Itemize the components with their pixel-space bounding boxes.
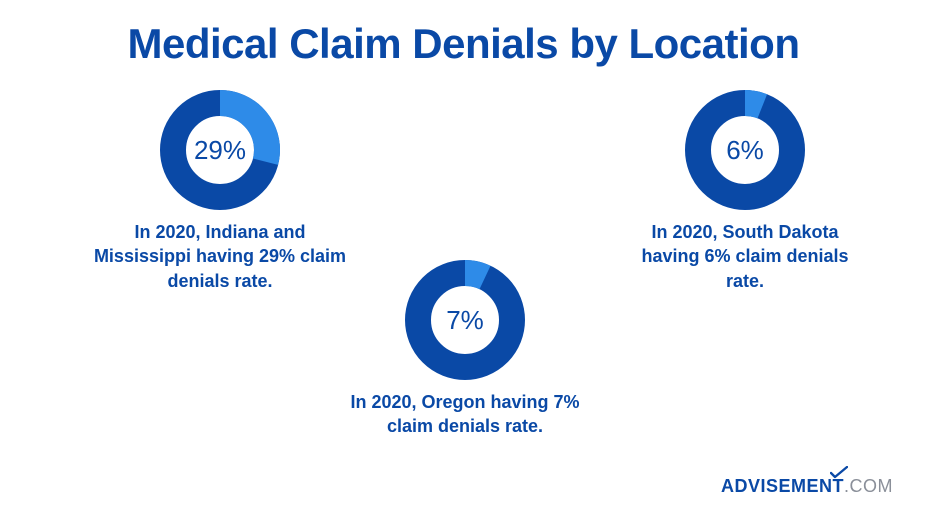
checkmark-icon xyxy=(830,466,848,480)
donut-center-label: 7% xyxy=(405,260,525,380)
donut-block-oregon: 7% In 2020, Oregon having 7% claim denia… xyxy=(345,260,585,439)
donut-chart: 29% xyxy=(160,90,280,210)
logo-text-left: ADVISEMEN xyxy=(721,476,833,497)
donut-caption: In 2020, South Dakota having 6% claim de… xyxy=(625,220,865,293)
logo-letter-t: T xyxy=(833,476,845,497)
donut-caption: In 2020, Indiana and Mississippi having … xyxy=(90,220,350,293)
donut-block-indiana-mississippi: 29% In 2020, Indiana and Mississippi hav… xyxy=(90,90,350,293)
advisement-logo: ADVISEMENT.COM xyxy=(721,476,893,497)
donut-center-label: 6% xyxy=(685,90,805,210)
donut-center-label: 29% xyxy=(160,90,280,210)
page-title: Medical Claim Denials by Location xyxy=(0,20,927,68)
donut-chart: 6% xyxy=(685,90,805,210)
donut-caption: In 2020, Oregon having 7% claim denials … xyxy=(345,390,585,439)
infographic-canvas: Medical Claim Denials by Location 29% In… xyxy=(0,0,927,515)
donut-chart: 7% xyxy=(405,260,525,380)
donut-block-south-dakota: 6% In 2020, South Dakota having 6% claim… xyxy=(625,90,865,293)
logo-text-right: .COM xyxy=(844,476,893,497)
